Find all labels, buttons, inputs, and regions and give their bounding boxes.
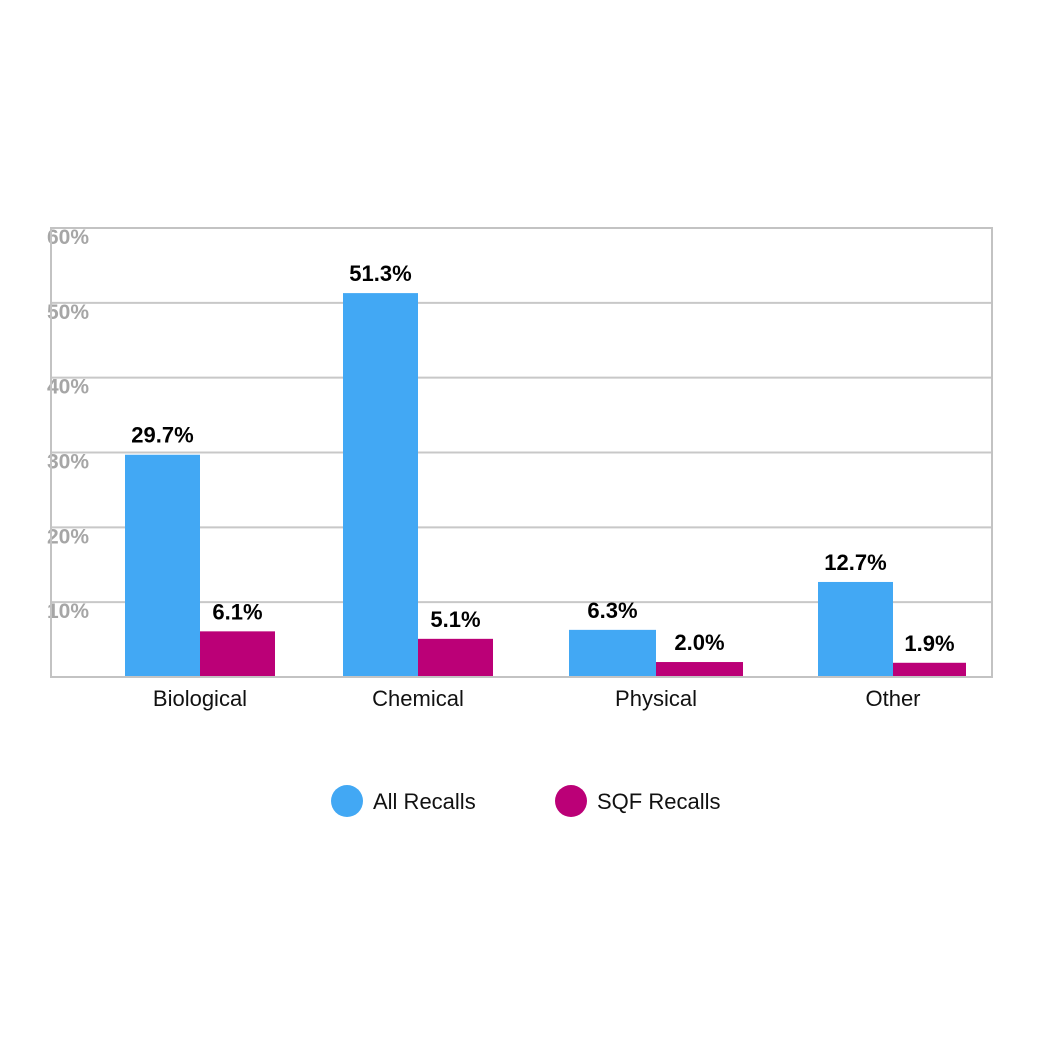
legend-swatch-all-recalls <box>331 785 363 817</box>
data-label-other-all-recalls: 12.7% <box>824 550 886 575</box>
data-label-chemical-all-recalls: 51.3% <box>349 261 411 286</box>
x-category-label-physical: Physical <box>615 686 697 711</box>
y-tick-label-50: 50% <box>47 301 89 324</box>
y-tick-label-30: 30% <box>47 451 89 474</box>
y-tick-label-60: 60% <box>47 226 89 249</box>
x-category-label-other: Other <box>865 686 920 711</box>
data-label-chemical-sqf-recalls: 5.1% <box>430 607 480 632</box>
x-category-label-chemical: Chemical <box>372 686 464 711</box>
legend: All Recalls SQF Recalls <box>331 785 720 817</box>
bars <box>125 293 966 677</box>
y-tick-label-40: 40% <box>47 376 89 399</box>
data-label-physical-sqf-recalls: 2.0% <box>674 630 724 655</box>
bar-biological-all-recalls <box>125 454 200 677</box>
bar-chemical-all-recalls <box>343 293 418 677</box>
plot-frame <box>50 227 993 678</box>
bar-physical-all-recalls <box>569 629 656 677</box>
bar-physical-sqf-recalls <box>656 662 743 677</box>
legend-label-sqf-recalls: SQF Recalls <box>597 789 720 814</box>
data-labels: 29.7% 6.1% 51.3% 5.1% 6.3% 2.0% 12.7% 1.9% <box>131 261 954 656</box>
data-label-biological-sqf-recalls: 6.1% <box>212 599 262 624</box>
y-tick-label-20: 20% <box>47 525 89 548</box>
bar-other-all-recalls <box>818 581 893 677</box>
x-category-label-biological: Biological <box>153 686 247 711</box>
data-label-physical-all-recalls: 6.3% <box>587 598 637 623</box>
data-label-other-sqf-recalls: 1.9% <box>904 631 954 656</box>
data-label-biological-all-recalls: 29.7% <box>131 423 193 448</box>
legend-label-all-recalls: All Recalls <box>373 789 476 814</box>
bar-chemical-sqf-recalls <box>418 638 493 677</box>
x-axis-category-labels: Biological Chemical Physical Other <box>153 686 921 711</box>
legend-swatch-sqf-recalls <box>555 785 587 817</box>
bar-other-sqf-recalls <box>893 662 966 677</box>
bar-biological-sqf-recalls <box>200 631 275 677</box>
y-tick-label-10: 10% <box>47 600 89 623</box>
y-axis-tick-labels: 10% 20% 30% 40% 50% 60% <box>47 226 89 623</box>
